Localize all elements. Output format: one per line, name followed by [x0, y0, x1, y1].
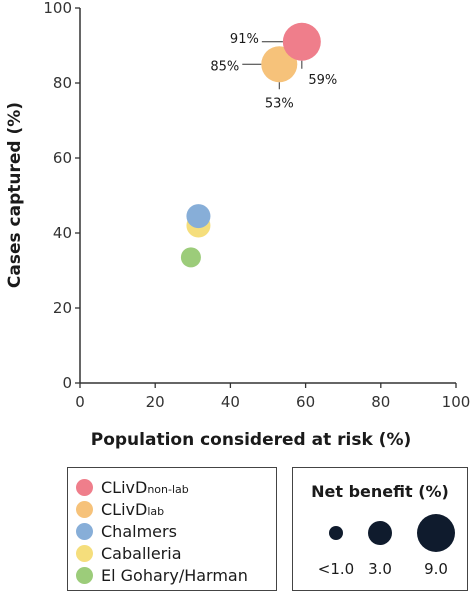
- legend-swatch-el-gohary-harman: [76, 566, 93, 584]
- legend-item-el-gohary-harman: El Gohary/Harman: [76, 564, 248, 586]
- x-tick-label: 60: [296, 393, 315, 411]
- legend-sub-clivd-non-lab: non-lab: [147, 482, 189, 496]
- annotation-label: 91%: [230, 32, 259, 47]
- x-axis-title: Population considered at risk (%): [91, 430, 412, 450]
- y-tick-label: 20: [53, 299, 72, 317]
- point-clivd-non-lab: [282, 22, 321, 61]
- legend-label-chalmers: Chalmers: [101, 521, 177, 541]
- x-tick-label: 0: [75, 393, 85, 411]
- net-benefit-circle-medium: [368, 521, 392, 545]
- x-tick-label: 80: [371, 393, 390, 411]
- point-chalmers: [186, 204, 211, 229]
- net-benefit-label-small: <1.0: [317, 560, 355, 578]
- annotation-label: 59%: [308, 73, 337, 88]
- chart-ticks: 0 20 40 60 80 100 0 20 40 60 80 100: [43, 0, 470, 411]
- legend-sub-clivd-lab: lab: [147, 504, 165, 518]
- y-axis-title: Cases captured (%): [5, 102, 25, 288]
- legend-swatch-clivd-non-lab: [76, 478, 93, 496]
- x-tick-label: 100: [442, 393, 471, 411]
- annotation-label: 53%: [265, 96, 294, 111]
- legend-label-el-gohary-harman: El Gohary/Harman: [101, 565, 248, 585]
- chart-axes: [79, 8, 456, 384]
- legend-item-clivd-lab: CLivDlab: [76, 498, 164, 520]
- legend-label-clivd-lab: CLivD: [101, 499, 148, 519]
- net-benefit-circle-small: [329, 526, 343, 540]
- legend-swatch-caballeria: [76, 544, 93, 562]
- legend-item-clivd-non-lab: CLivDnon-lab: [76, 476, 189, 498]
- annotation-label: 85%: [210, 59, 239, 74]
- legend-swatch-chalmers: [76, 522, 93, 540]
- y-tick-label: 100: [43, 0, 72, 17]
- legend-item-caballeria: Caballeria: [76, 542, 182, 564]
- legend-swatch-clivd-lab: [76, 500, 93, 518]
- legend-item-chalmers: Chalmers: [76, 520, 177, 542]
- legend-label-clivd-non-lab: CLivD: [101, 477, 148, 497]
- point-clivd-lab: [261, 46, 298, 83]
- y-tick-label: 60: [53, 149, 72, 167]
- net-benefit-title: Net benefit (%): [311, 482, 449, 501]
- y-tick-label: 40: [53, 224, 72, 242]
- net-benefit-circle-large: [417, 514, 455, 552]
- y-tick-label: 0: [62, 374, 72, 392]
- net-benefit-label-large: 9.0: [424, 560, 448, 578]
- chart-points: [180, 22, 321, 268]
- point-el-gohary-harman: [180, 247, 201, 268]
- chart-annotations: 91% 59% 85% 53%: [210, 32, 337, 112]
- y-tick-label: 80: [53, 74, 72, 92]
- x-tick-label: 40: [221, 393, 240, 411]
- legend-label-caballeria: Caballeria: [101, 543, 182, 563]
- net-benefit-legend: Net benefit (%) <1.0 3.0 9.0: [292, 467, 468, 591]
- x-tick-label: 20: [146, 393, 165, 411]
- series-legend: CLivDnon-lab CLivDlab Chalmers Caballeri…: [67, 467, 277, 591]
- net-benefit-label-medium: 3.0: [368, 560, 392, 578]
- scatter-chart: 0 20 40 60 80 100 0 20 40 60 80 100 91% 59% 85% 53% Po…: [5, 0, 470, 450]
